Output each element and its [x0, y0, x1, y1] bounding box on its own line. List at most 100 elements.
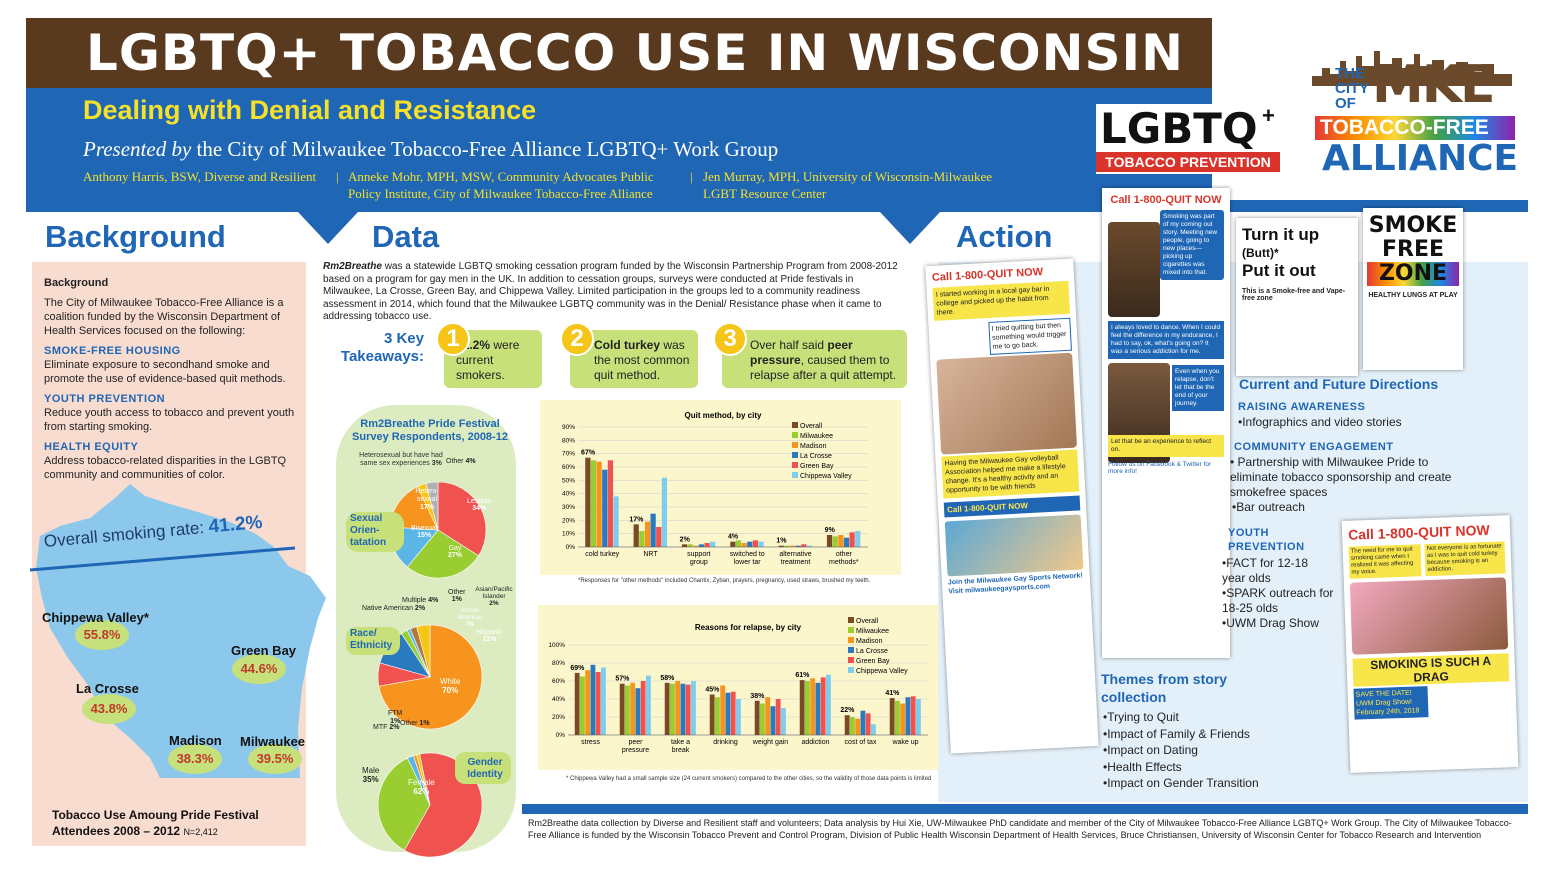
bar: [698, 544, 705, 547]
author-3: Jen Murray, MPH, University of Wisconsin…: [703, 169, 993, 201]
bar: [826, 535, 833, 547]
pie-label: Other 1%: [400, 720, 430, 727]
quit-footnote: *Responses for "other methods" included …: [578, 578, 871, 584]
mke-logo-tobacco-free: TOBACCO-FREE: [1320, 116, 1489, 139]
bar: [838, 535, 844, 547]
bar: [574, 672, 580, 735]
y-tick-label: 50%: [562, 477, 575, 484]
data-label: 67%: [581, 450, 596, 457]
y-tick-label: 40%: [562, 491, 575, 498]
x-tick-label: treatment: [781, 559, 811, 566]
community-heading: COMMUNITY ENGAGEMENT: [1234, 441, 1394, 453]
youth-items: •FACT for 12-18 year olds •SPARK outreac…: [1222, 556, 1334, 630]
bar: [747, 541, 753, 547]
pie-panel-title: Rm2Breathe Pride Festival Survey Responde…: [352, 418, 508, 443]
bar: [805, 681, 810, 735]
legend-label: Chippewa Valley: [800, 473, 852, 480]
y-tick-label: 30%: [562, 504, 575, 511]
city-name: Madison: [169, 733, 222, 748]
pie-label: Hispanic 11%: [476, 629, 503, 643]
bar: [613, 496, 619, 547]
pie-label: Gay 27%: [448, 545, 463, 559]
x-tick-label: other: [836, 551, 853, 558]
pie-slice: [378, 624, 483, 730]
legend-label: Madison: [800, 443, 827, 450]
bar: [758, 541, 764, 547]
y-tick-label: 80%: [552, 660, 565, 667]
pie-slice: [406, 529, 479, 579]
bar: [656, 527, 662, 547]
page-title: LGBTQ+ TOBACCO USE IN WISCONSIN: [86, 24, 1184, 82]
bar: [630, 682, 636, 735]
photo-placeholder: [1108, 222, 1160, 317]
legend-swatch: [792, 452, 798, 458]
legend-swatch: [848, 657, 854, 663]
data-label: 61%: [795, 672, 810, 679]
overall-rate-underline: [30, 546, 295, 572]
bar: [849, 532, 855, 547]
pie-label: FTM 1%: [388, 710, 403, 725]
bar: [843, 537, 850, 547]
divider-triangle: [298, 212, 358, 244]
bar: [596, 461, 602, 547]
lgbtq-logo-plus: +: [1262, 103, 1275, 128]
bar: [704, 543, 710, 547]
raising-heading: RAISING AWARENESS: [1238, 401, 1366, 413]
y-tick-label: 100%: [548, 642, 565, 649]
x-tick-label: weight gain: [752, 739, 789, 746]
data-intro: Rm2Breathe was a statewide LGBTQ smoking…: [323, 261, 898, 322]
data-label: 57%: [615, 676, 630, 683]
bar: [580, 676, 585, 735]
bar: [639, 531, 645, 547]
photo-placeholder: [936, 352, 1078, 455]
bar: [693, 545, 699, 547]
legend-swatch: [848, 617, 854, 623]
bar: [781, 708, 786, 735]
x-tick-label: alternative: [779, 551, 811, 558]
x-tick-label: NRT: [643, 551, 658, 558]
data-label: 38%: [750, 693, 765, 700]
x-tick-label: support: [687, 551, 710, 558]
city-value-circle: 43.8%: [82, 694, 136, 724]
community-item: •Bar outreach: [1232, 500, 1305, 514]
presented-by: Presented by the City of Milwaukee Tobac…: [83, 137, 779, 161]
bar: [775, 699, 781, 735]
bar: [730, 541, 736, 547]
legend-label: Green Bay: [800, 463, 834, 470]
legend-label: Overall: [856, 618, 879, 625]
photo-placeholder: [944, 514, 1084, 577]
section-heading-background: Background: [45, 219, 226, 254]
pie-label: Other 4%: [446, 458, 476, 465]
lgbtq-logo-word: LGBTQ: [1100, 104, 1258, 153]
takeaways-label: 3 Key Takeaways:: [340, 330, 424, 365]
directions-title: Current and Future Directions: [1239, 376, 1439, 392]
x-tick-label: drinking: [713, 739, 738, 746]
data-label: 1%: [776, 538, 787, 545]
x-tick-label: take a: [671, 739, 690, 746]
background-text: Background The City of Milwaukee Tobacco…: [44, 277, 295, 481]
legend-swatch: [792, 422, 798, 428]
legend-label: La Crosse: [856, 648, 888, 655]
x-tick-label: methods*: [829, 559, 859, 566]
relapse-chart: Reasons for relapse, by city 0% 20% 40% 60% 8…: [548, 617, 928, 754]
x-tick-label: pressure: [622, 747, 649, 754]
bar: [784, 545, 790, 547]
bar: [789, 545, 796, 547]
bar: [709, 694, 715, 735]
bar: [752, 540, 759, 547]
photo-placeholder: [1349, 577, 1509, 655]
pie-title-bg: [346, 627, 400, 655]
data-label: 9%: [825, 527, 836, 534]
author-sep: |: [690, 169, 693, 184]
themes-list: •Trying to Quit •Impact of Family & Frie…: [1103, 710, 1259, 790]
takeaway-3: Over half said peer pressure, caused the…: [722, 330, 907, 388]
author-1: Anthony Harris, BSW, Diverse and Resilie…: [83, 169, 317, 184]
y-tick-label: 20%: [562, 517, 575, 524]
bar: [916, 699, 921, 735]
bar: [595, 672, 601, 735]
y-tick-label: 40%: [552, 696, 565, 703]
bar: [590, 460, 597, 547]
bar: [661, 477, 668, 547]
pie-slice: [377, 757, 431, 851]
takeaway-number: 1: [436, 322, 470, 356]
